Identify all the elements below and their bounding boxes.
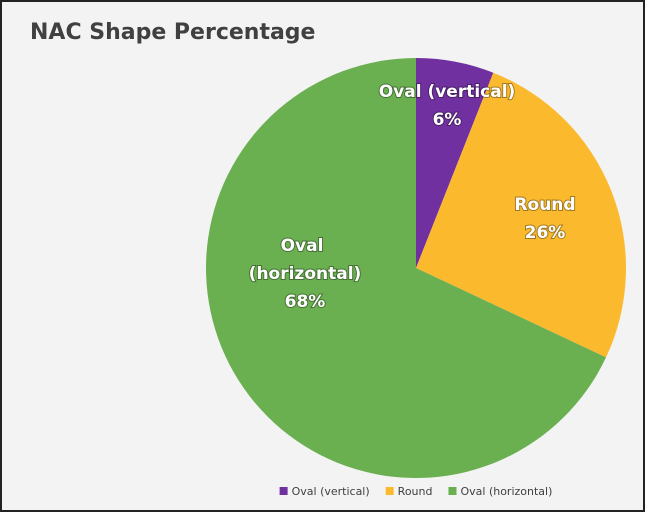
legend: Oval (vertical) Round Oval (horizontal) bbox=[279, 485, 552, 498]
legend-label: Round bbox=[398, 485, 433, 498]
label-line: (horizontal) bbox=[249, 264, 362, 284]
pie-slice bbox=[416, 58, 494, 268]
legend-swatch bbox=[279, 487, 288, 495]
legend-swatch bbox=[448, 487, 457, 495]
legend-label: Oval (vertical) bbox=[292, 485, 370, 498]
slice-category-label: Oval (horizontal) bbox=[249, 236, 362, 284]
slice-value-label: 68% bbox=[285, 292, 326, 312]
chart-title: NAC Shape Percentage bbox=[30, 20, 315, 45]
pie-slice bbox=[416, 72, 627, 358]
pie-slice bbox=[206, 58, 607, 479]
slice-category-label: Oval (vertical) bbox=[379, 82, 516, 102]
slice-value-label: 26% bbox=[525, 223, 566, 243]
slice-value-label: 6% bbox=[433, 110, 462, 130]
label-line: Oval bbox=[281, 236, 330, 256]
slice-category-label: Round bbox=[514, 195, 575, 215]
legend-label: Oval (horizontal) bbox=[460, 485, 552, 498]
legend-swatch bbox=[385, 487, 394, 495]
